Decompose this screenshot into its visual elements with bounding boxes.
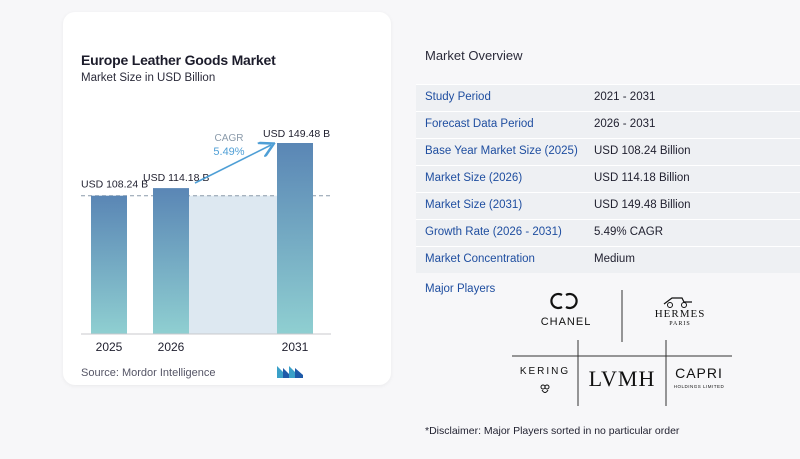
value-label-2025: USD 108.24 B: [81, 179, 148, 191]
chanel-logo-text: CHANEL: [540, 316, 592, 328]
row-value: 2021 - 2031: [594, 91, 656, 103]
market-overview: Market Overview Study Period 2021 - 2031…: [416, 0, 800, 459]
players-grid-lines: [512, 290, 732, 406]
row-value: USD 108.24 Billion: [594, 145, 691, 157]
table-row: Study Period 2021 - 2031: [416, 84, 800, 111]
row-value: 2026 - 2031: [594, 118, 656, 130]
x-tick-label-2026: 2026: [158, 340, 185, 354]
hermes-carriage-icon: [663, 297, 692, 308]
value-label-2026: USD 114.18 B: [143, 172, 209, 184]
bar-2026: [153, 188, 189, 334]
cagr-value: 5.49%: [213, 146, 244, 158]
table-row: Market Size (2031) USD 149.48 Billion: [416, 192, 800, 219]
capri-logo-text: CAPRI: [675, 365, 723, 381]
chart-title: Europe Leather Goods Market: [81, 52, 276, 68]
x-tick-label-2025: 2025: [96, 340, 123, 354]
row-key: Market Size (2031): [425, 199, 523, 211]
kering-owl-icon: [540, 384, 550, 393]
bar-2025: [91, 195, 127, 334]
row-value: 5.49% CAGR: [594, 226, 664, 238]
row-value: Medium: [594, 253, 635, 265]
row-key: Base Year Market Size (2025): [425, 145, 578, 157]
lvmh-logo-text: LVMH: [588, 366, 656, 391]
row-key: Forecast Data Period: [425, 118, 534, 130]
value-label-2031: USD 149.48 B: [263, 128, 330, 140]
mordor-logo-icon: [277, 366, 303, 378]
disclaimer: *Disclaimer: Major Players sorted in no …: [425, 425, 680, 437]
chart-subtitle: Market Size in USD Billion: [81, 72, 216, 84]
major-players-label: Major Players: [425, 283, 496, 295]
projection-shade: [189, 195, 277, 334]
row-key: Market Size (2026): [425, 172, 523, 184]
capri-logo-subtext: HOLDINGS LIMITED: [673, 384, 725, 389]
overview-title: Market Overview: [425, 48, 523, 63]
table-row: Forecast Data Period 2026 - 2031: [416, 111, 800, 138]
row-key: Study Period: [425, 91, 491, 103]
table-row: Growth Rate (2026 - 2031) 5.49% CAGR: [416, 219, 800, 246]
table-row: Base Year Market Size (2025) USD 108.24 …: [416, 138, 800, 165]
table-row: Market Size (2026) USD 114.18 Billion: [416, 165, 800, 192]
kering-logo-text: KERING: [519, 366, 571, 377]
cagr-arrow: [194, 145, 271, 184]
row-key: Growth Rate (2026 - 2031): [425, 226, 562, 238]
x-tick-label-2031: 2031: [282, 340, 309, 354]
source-note: Source: Mordor Intelligence: [81, 367, 216, 379]
row-value: USD 149.48 Billion: [594, 199, 691, 211]
chanel-logo-icon: [550, 292, 578, 310]
row-value: USD 114.18 Billion: [594, 172, 690, 184]
overview-table: Study Period 2021 - 2031 Forecast Data P…: [416, 84, 800, 273]
bar-2031: [277, 143, 313, 334]
hermes-logo-subtext: PARIS: [669, 321, 691, 327]
chart-card: Europe Leather Goods Market Market Size …: [63, 12, 391, 385]
hermes-logo-text: HERMES: [654, 308, 706, 320]
major-players-grid: CHANEL HERMES PARIS KERING LVMH CAPRI HO…: [512, 286, 732, 406]
table-row: Market Concentration Medium: [416, 246, 800, 273]
cagr-label: CAGR: [215, 133, 244, 144]
row-key: Market Concentration: [425, 253, 535, 265]
